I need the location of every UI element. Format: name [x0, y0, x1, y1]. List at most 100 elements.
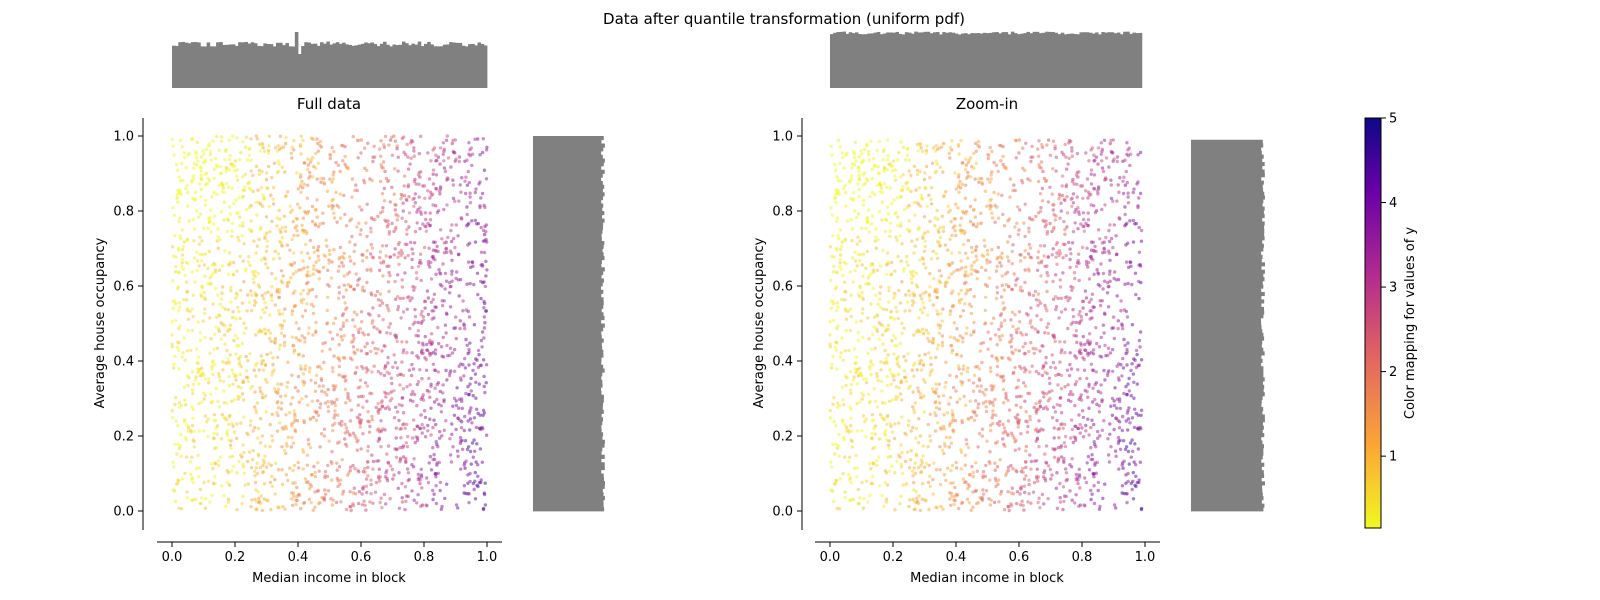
scatter-point — [209, 230, 213, 234]
scatter-point — [269, 293, 274, 297]
scatter-point — [959, 288, 963, 293]
scatter-point — [456, 234, 460, 238]
scatter-point — [364, 366, 369, 370]
scatter-point — [973, 198, 977, 202]
scatter-point — [1095, 341, 1099, 346]
scatter-point — [476, 365, 481, 370]
scatter-point — [315, 177, 319, 181]
scatter-point — [215, 192, 219, 197]
scatter-point — [365, 268, 369, 272]
scatter-point — [834, 200, 838, 205]
scatter-point — [395, 147, 399, 151]
histogram-bar — [1123, 31, 1127, 88]
scatter-point — [928, 484, 933, 488]
scatter-point — [840, 297, 844, 302]
scatter-point — [474, 380, 478, 384]
scatter-point — [896, 316, 900, 321]
scatter-point — [420, 377, 424, 381]
scatter-point — [440, 434, 444, 438]
scatter-point — [200, 371, 205, 376]
scatter-point — [996, 169, 1000, 174]
scatter-point — [1116, 326, 1120, 331]
scatter-point — [999, 159, 1003, 163]
scatter-point — [356, 395, 361, 399]
scatter-point — [222, 401, 227, 405]
scatter-point — [861, 414, 866, 418]
scatter-point — [282, 340, 287, 345]
scatter-point — [1077, 210, 1081, 214]
scatter-point — [450, 272, 454, 276]
histogram-bar — [1191, 499, 1262, 504]
scatter-point — [852, 152, 857, 156]
scatter-point — [359, 138, 364, 142]
scatter-point — [1131, 372, 1136, 376]
scatter-point — [293, 418, 297, 422]
scatter-point — [1108, 432, 1112, 436]
scatter-point — [423, 299, 428, 303]
scatter-point — [1089, 425, 1093, 430]
scatter-point — [871, 474, 875, 479]
scatter-point — [223, 248, 227, 253]
scatter-point — [1034, 347, 1038, 351]
scatter-point — [976, 402, 981, 406]
scatter-point — [1052, 436, 1056, 440]
scatter-point — [980, 360, 984, 365]
scatter-point — [401, 373, 406, 378]
scatter-point — [883, 469, 887, 473]
scatter-point — [218, 314, 222, 318]
scatter-point — [178, 305, 182, 309]
scatter-point — [938, 244, 942, 248]
histogram-bar — [253, 43, 258, 88]
scatter-point — [1064, 471, 1069, 475]
histogram-bar — [979, 33, 984, 88]
scatter-point — [1130, 487, 1134, 492]
scatter-point — [1037, 400, 1042, 405]
scatter-point — [333, 403, 338, 408]
scatter-point — [304, 210, 308, 215]
scatter-point — [831, 318, 836, 323]
scatter-point — [453, 138, 458, 142]
scatter-point — [935, 147, 940, 151]
scatter-point — [919, 193, 923, 197]
scatter-point — [1017, 349, 1021, 353]
histogram-bar — [854, 32, 859, 88]
scatter-point — [293, 304, 297, 308]
scatter-point — [175, 168, 180, 172]
scatter-point — [434, 484, 438, 488]
scatter-point — [380, 349, 384, 353]
scatter-point — [348, 255, 352, 259]
scatter-point — [244, 326, 248, 330]
scatter-point — [356, 283, 360, 287]
scatter-point — [470, 441, 475, 445]
scatter-point — [429, 277, 434, 281]
scatter-point — [318, 143, 322, 148]
scatter-point — [1050, 192, 1054, 196]
scatter-point — [858, 496, 862, 500]
scatter-point — [221, 360, 225, 364]
scatter-point — [855, 401, 859, 406]
scatter-point — [439, 404, 443, 408]
scatter-point — [199, 155, 203, 159]
scatter-point — [1058, 481, 1062, 486]
scatter-point — [886, 154, 891, 158]
scatter-point — [1095, 268, 1099, 272]
scatter-point — [311, 245, 316, 250]
scatter-point — [191, 416, 195, 420]
scatter-point — [1017, 421, 1021, 425]
scatter-point — [277, 290, 281, 295]
scatter-point — [1090, 292, 1095, 296]
scatter-point — [227, 422, 231, 427]
scatter-point — [310, 287, 315, 292]
scatter-point — [969, 333, 973, 337]
scatter-point — [199, 176, 203, 181]
scatter-point — [916, 149, 920, 153]
histogram-bar — [235, 45, 239, 88]
scatter-point — [978, 389, 982, 393]
scatter-point — [907, 169, 911, 173]
scatter-point — [1026, 500, 1030, 504]
scatter-point — [290, 309, 295, 313]
scatter-point — [298, 143, 303, 147]
scatter-point — [384, 395, 388, 399]
scatter-point — [886, 455, 890, 459]
scatter-point — [254, 410, 259, 415]
